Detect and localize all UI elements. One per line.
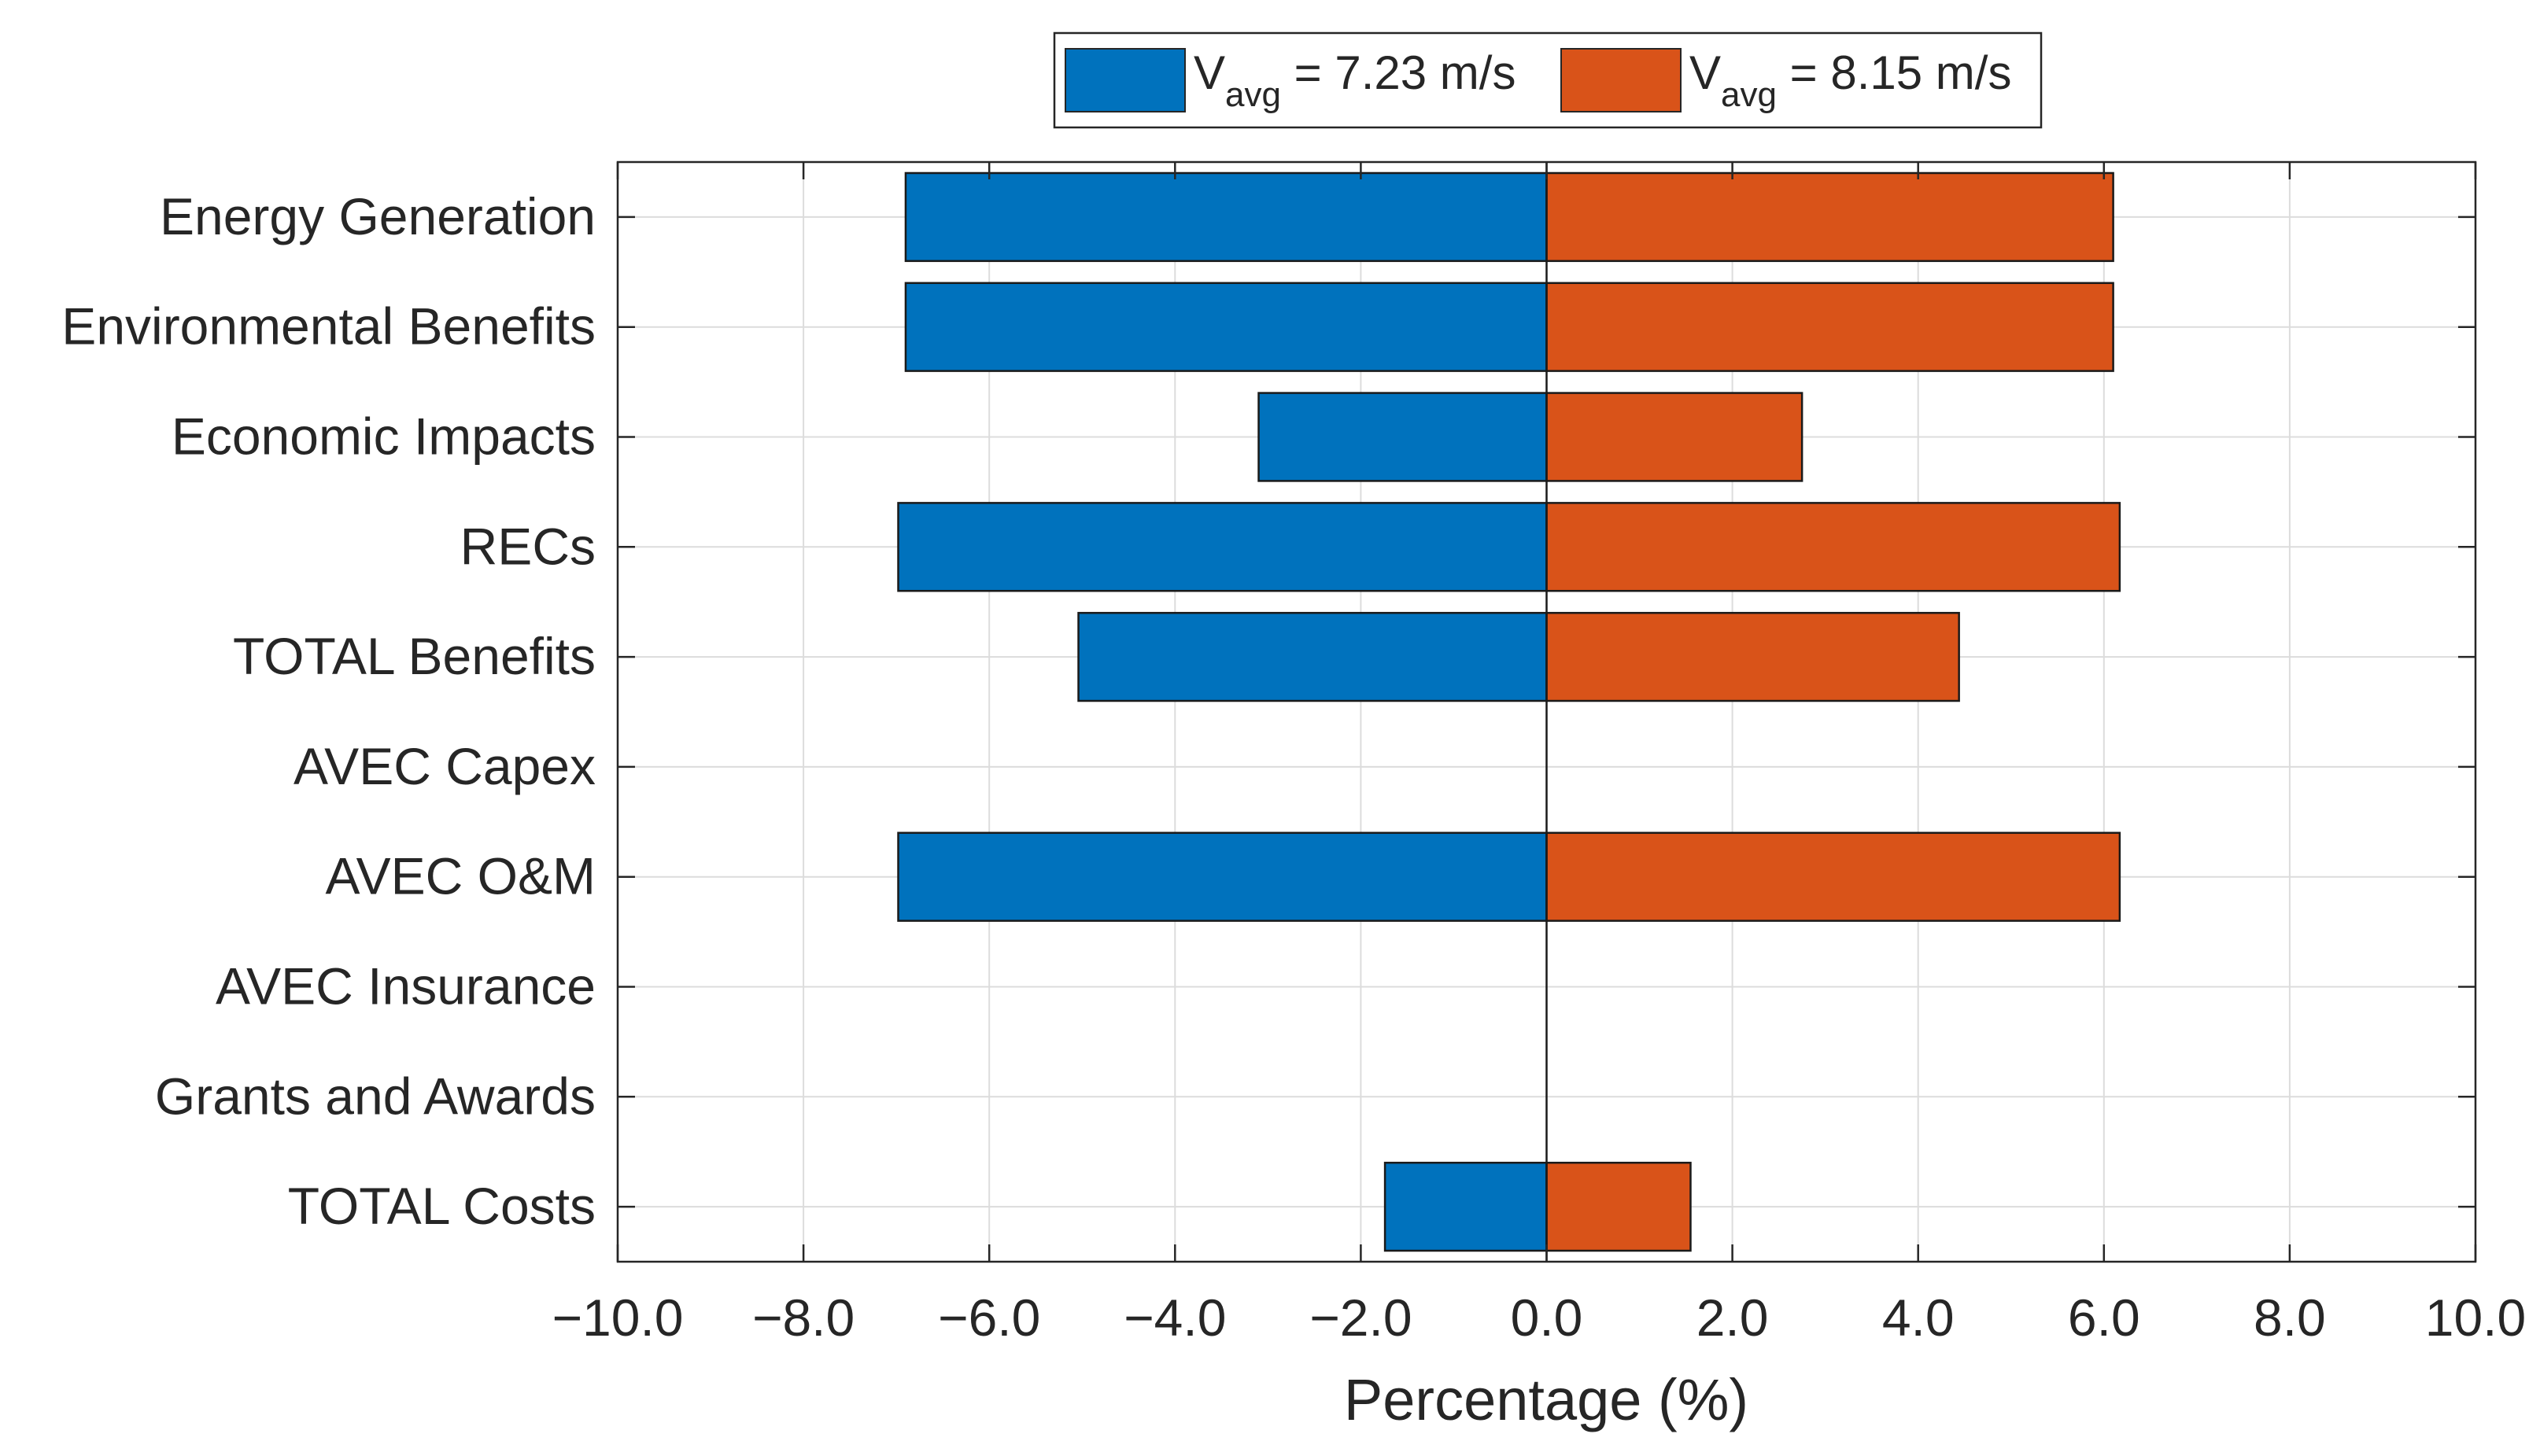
bar-series-2-9 [1545, 1161, 1692, 1252]
category-label-1: Environmental Benefits [61, 297, 596, 356]
legend-entry-series-2: Vavg = 8.15 m/s [1689, 46, 2011, 114]
legend-entry-series-1: Vavg = 7.23 m/s [1194, 46, 1516, 114]
bar-series-2-3 [1545, 502, 2121, 592]
category-label-2: Economic Impacts [172, 407, 596, 466]
bar-series-2-6 [1545, 831, 2121, 922]
category-label-9: TOTAL Costs [288, 1177, 596, 1235]
category-label-7: AVEC Insurance [216, 957, 596, 1016]
bar-series-1-2 [1257, 392, 1548, 482]
x-tick-labels: −10.0 −8.0 −6.0 −4.0 −2.0 0.0 2.0 4.0 6.0 8.0 10.0 [552, 1288, 2527, 1347]
category-label-6: AVEC O&M [325, 847, 596, 905]
bar-series-1-0 [904, 171, 1548, 263]
bar-series-1-3 [897, 502, 1548, 592]
x-tick-label-5: 0.0 [1511, 1288, 1583, 1347]
category-label-0: Energy Generation [160, 187, 596, 245]
x-tick-label-7: 4.0 [1882, 1288, 1955, 1347]
category-label-3: RECs [460, 517, 596, 575]
bar-series-2-2 [1545, 392, 1803, 482]
legend-main-1: V [1194, 46, 1225, 99]
legend-sub-2: avg [1721, 76, 1777, 114]
category-label-5: AVEC Capex [294, 737, 596, 795]
legend-box [1053, 31, 2043, 129]
x-tick-label-3: −4.0 [1124, 1288, 1226, 1347]
bar-series-1-1 [904, 282, 1548, 372]
x-axis-label: Percentage (%) [1344, 1367, 1748, 1432]
category-labels: Energy Generation Environmental Benefits E… [61, 187, 596, 1235]
x-tick-label-10: 10.0 [2425, 1288, 2526, 1347]
x-tick-label-8: 6.0 [2068, 1288, 2140, 1347]
x-tick-label-9: 8.0 [2254, 1288, 2326, 1347]
legend-swatch-series-2 [1560, 48, 1682, 112]
bar-series-2-1 [1545, 282, 2114, 372]
category-label-8: Grants and Awards [155, 1067, 596, 1125]
bar-series-1-4 [1077, 611, 1548, 702]
x-tick-label-0: −10.0 [552, 1288, 684, 1347]
x-tick-label-6: 2.0 [1696, 1288, 1769, 1347]
legend-sub-1: avg [1225, 76, 1281, 114]
ticks [616, 162, 2477, 1262]
legend-rest-1: = 7.23 m/s [1281, 46, 1516, 99]
x-tick-label-1: −8.0 [752, 1288, 855, 1347]
legend: Vavg = 7.23 m/s Vavg = 8.15 m/s [1053, 31, 2043, 129]
legend-rest-2: = 8.15 m/s [1777, 46, 2011, 99]
bar-series-2-0 [1545, 171, 2114, 263]
bar-series-2-4 [1545, 611, 1960, 702]
bars [897, 171, 2121, 1252]
category-label-4: TOTAL Benefits [233, 627, 596, 685]
x-tick-label-4: −2.0 [1309, 1288, 1412, 1347]
bar-series-1-6 [897, 831, 1548, 922]
x-tick-label-2: −6.0 [938, 1288, 1040, 1347]
bar-series-1-9 [1383, 1161, 1548, 1252]
legend-main-2: V [1689, 46, 1721, 99]
legend-swatch-series-1 [1065, 48, 1186, 112]
